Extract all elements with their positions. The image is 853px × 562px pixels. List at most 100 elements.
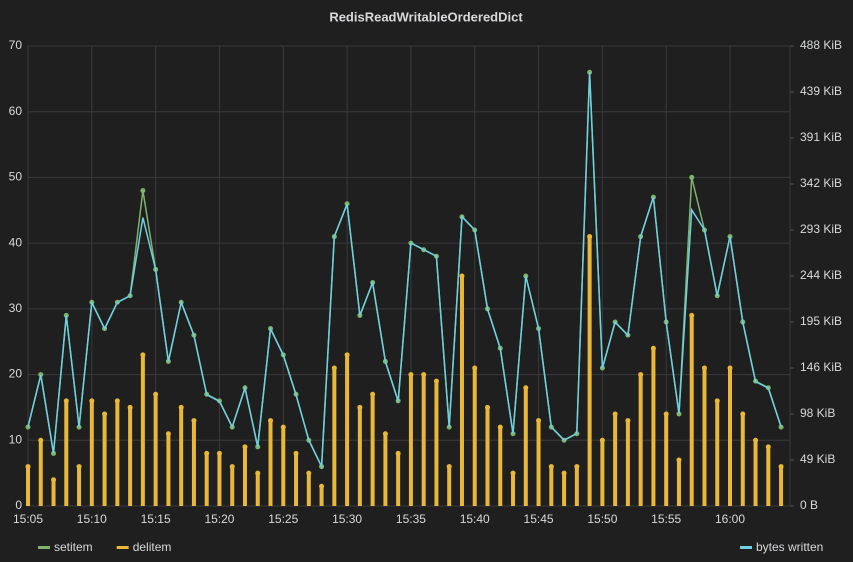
bar-point (599, 437, 605, 443)
y2-tick-label: 0 B (800, 498, 818, 512)
bar (179, 407, 184, 506)
bar (268, 420, 273, 506)
bar-point (51, 477, 57, 483)
bar (89, 400, 94, 506)
bar (600, 440, 605, 506)
bar (128, 407, 133, 506)
bar (294, 453, 299, 506)
bar (408, 374, 413, 506)
bar-point (382, 431, 388, 437)
x-tick-label: 15:55 (651, 512, 681, 526)
bar-point (229, 464, 235, 470)
y2-tick-label: 342 KiB (800, 176, 842, 190)
line-point (63, 312, 69, 318)
bar (204, 453, 209, 506)
bar-point (165, 431, 171, 437)
bar (115, 400, 120, 506)
bar-point (740, 411, 746, 417)
x-tick-label: 15:45 (524, 512, 554, 526)
line-point (510, 431, 516, 437)
bar-point (268, 418, 274, 424)
bar-point (484, 404, 490, 410)
bar-point (357, 404, 363, 410)
bar (638, 374, 643, 506)
bar-point (625, 418, 631, 424)
bar-point (306, 470, 312, 476)
bar-point (89, 398, 95, 404)
y2-tick-label: 146 KiB (800, 360, 842, 374)
y2-tick-label: 488 KiB (800, 38, 842, 52)
bar (523, 387, 528, 506)
bar-point (25, 464, 31, 470)
bar-point (650, 345, 656, 351)
bar (728, 368, 733, 506)
y-tick-label: 30 (9, 301, 23, 315)
x-tick-label: 15:25 (268, 512, 298, 526)
bar (166, 433, 171, 506)
line-point (51, 450, 57, 456)
bar (38, 440, 43, 506)
bar (549, 466, 554, 506)
bar-point (701, 365, 707, 371)
bar (562, 473, 567, 506)
bar-point (676, 457, 682, 463)
y2-tick-label: 195 KiB (800, 314, 842, 328)
bar-point (331, 365, 337, 371)
bar-point (408, 372, 414, 378)
y2-tick-label: 49 KiB (800, 452, 835, 466)
bar (587, 236, 592, 507)
line-point (25, 424, 31, 430)
legend-swatch (116, 546, 129, 549)
bar-point (536, 418, 542, 424)
line-point (76, 424, 82, 430)
bar-point (689, 312, 695, 318)
x-tick-label: 15:10 (77, 512, 107, 526)
line-point (38, 372, 44, 378)
bar (332, 368, 337, 506)
bar (613, 414, 618, 506)
bar-point (140, 352, 146, 358)
x-tick-label: 15:40 (460, 512, 490, 526)
bar-point (433, 378, 439, 384)
bar-point (587, 234, 593, 240)
x-tick-label: 15:35 (396, 512, 426, 526)
bar-point (472, 365, 478, 371)
bar-point (638, 372, 644, 378)
bar-point (344, 352, 350, 358)
bar (447, 466, 452, 506)
bar (625, 420, 630, 506)
bar-point (63, 398, 69, 404)
x-tick-label: 15:50 (587, 512, 617, 526)
line-point (446, 424, 452, 430)
bar (51, 479, 56, 506)
bar (779, 466, 784, 506)
bar-point (548, 464, 554, 470)
bar (383, 433, 388, 506)
bar-point (523, 385, 529, 391)
bar (217, 453, 222, 506)
bar (664, 414, 669, 506)
y2-tick-label: 439 KiB (800, 84, 842, 98)
legend-swatch (38, 546, 50, 549)
bar (64, 400, 69, 506)
x-tick-label: 15:20 (204, 512, 234, 526)
x-tick-label: 15:30 (332, 512, 362, 526)
bar (766, 446, 771, 506)
x-tick-label: 15:15 (141, 512, 171, 526)
y-tick-label: 50 (9, 170, 23, 184)
line (27, 72, 782, 470)
y2-tick-label: 391 KiB (800, 130, 842, 144)
line-point (140, 188, 146, 194)
bar-point (663, 411, 669, 417)
bar (702, 368, 707, 506)
y-tick-label: 40 (9, 235, 23, 249)
bar (230, 466, 235, 506)
bar (498, 427, 503, 506)
bar (357, 407, 362, 506)
legend-label: bytes written (756, 540, 823, 554)
line-point (255, 444, 261, 450)
bar (255, 473, 260, 506)
bar-point (102, 411, 108, 417)
bar (345, 354, 350, 506)
